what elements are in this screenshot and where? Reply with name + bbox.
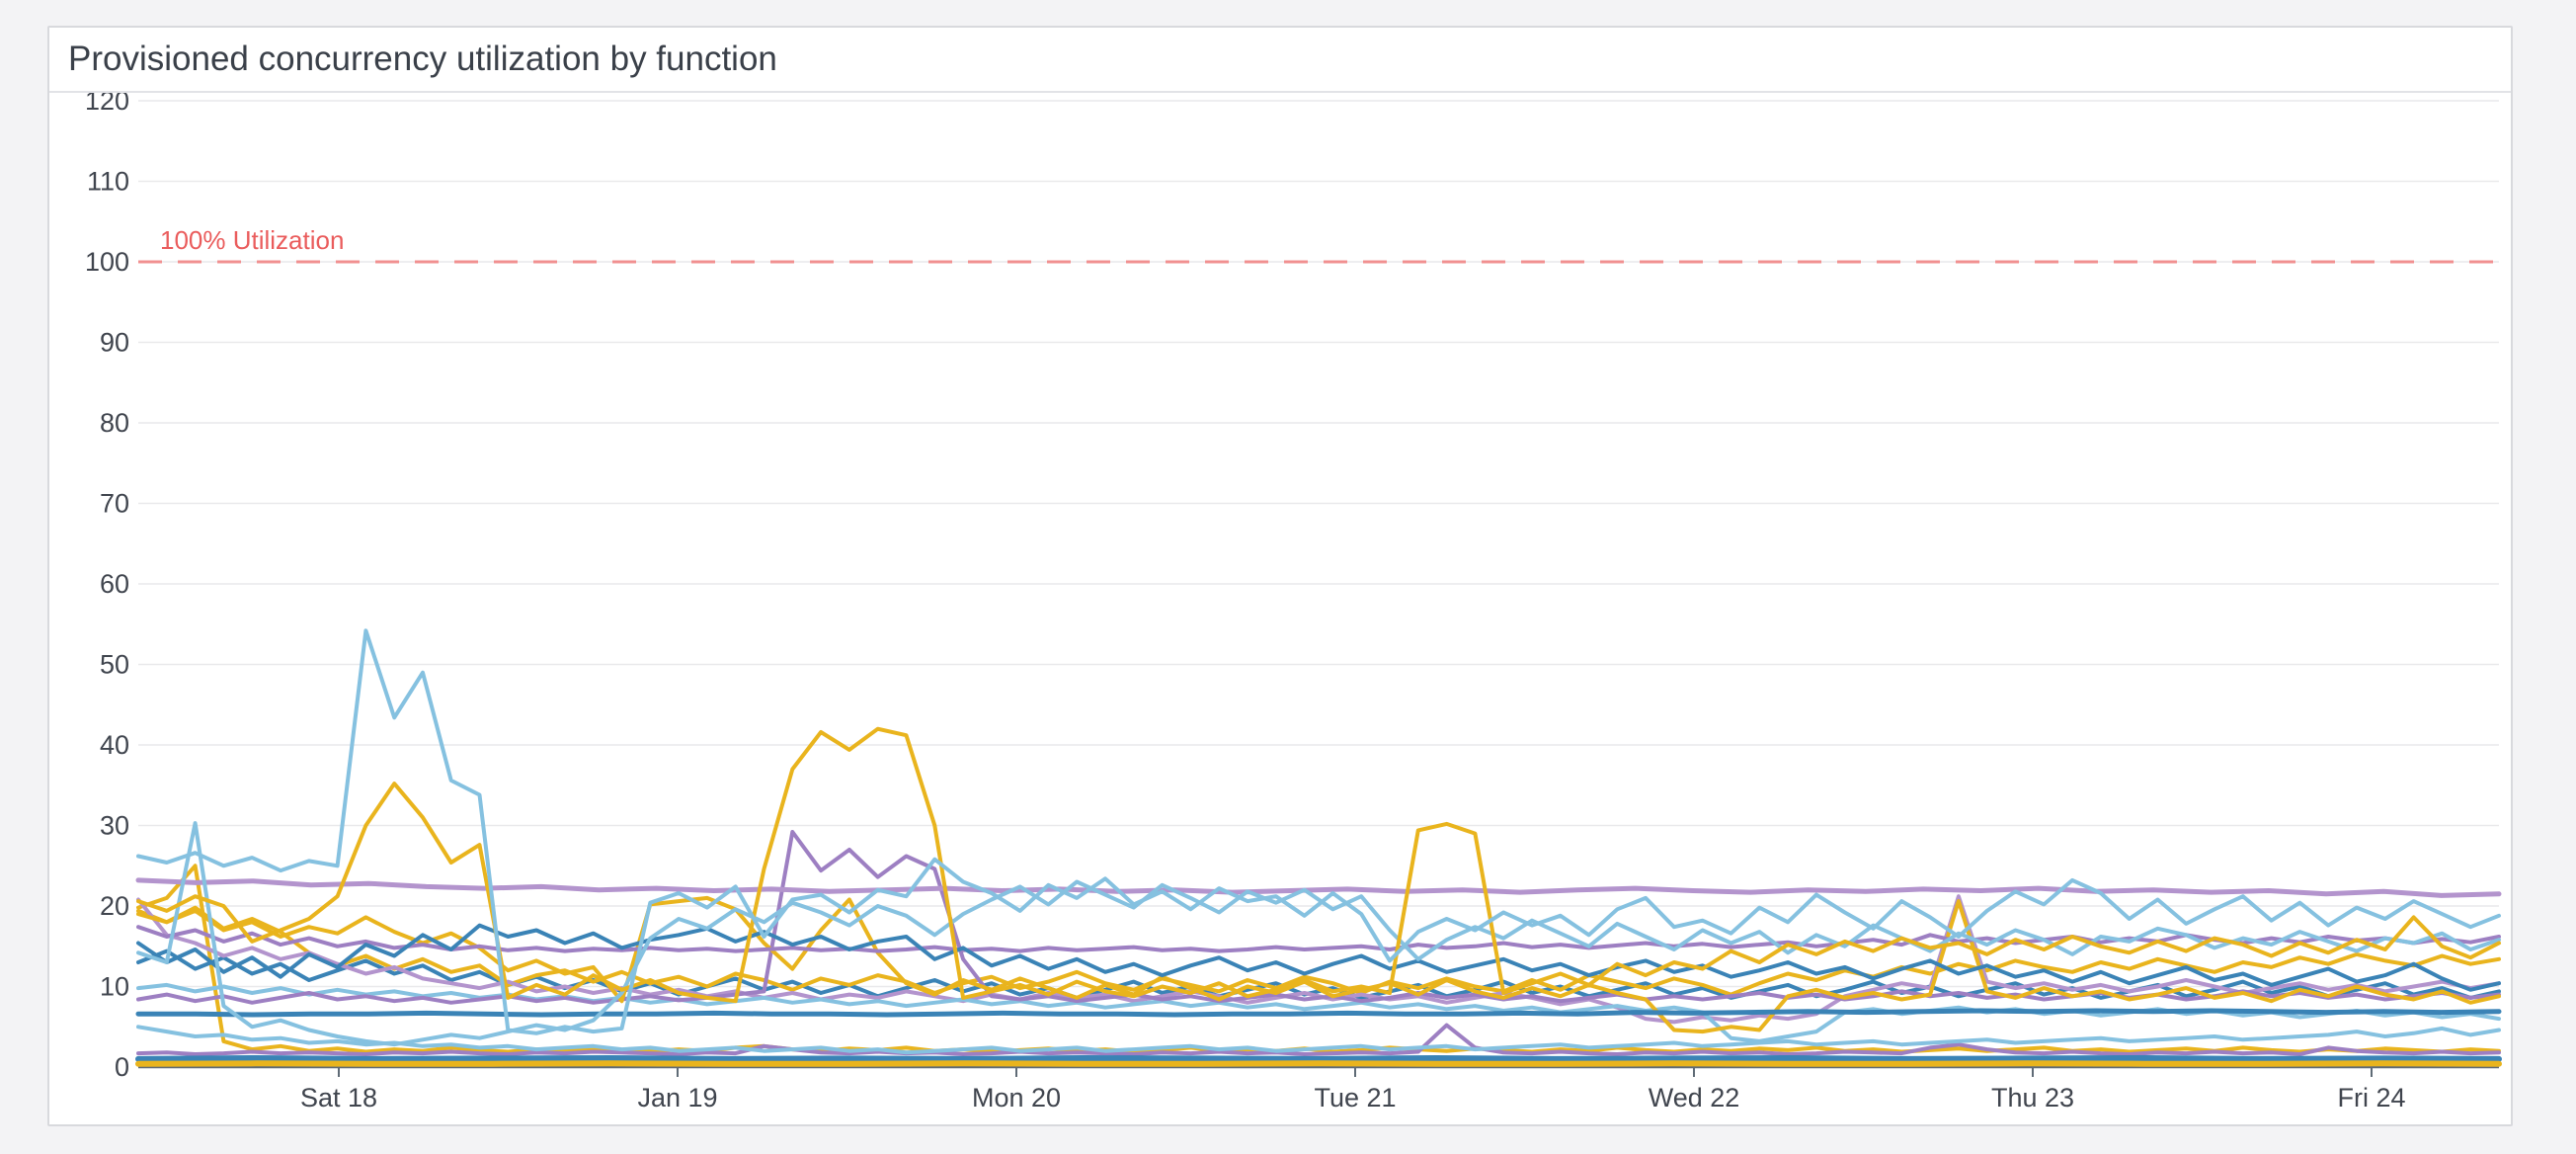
y-tick-label: 40 bbox=[100, 730, 129, 760]
series-line-fn-blue-low bbox=[135, 1055, 2502, 1062]
series-line-fn-purple-low bbox=[136, 1023, 2501, 1056]
series-line-fn-lightpurple-steady bbox=[135, 877, 2502, 898]
x-tick-label: Thu 23 bbox=[1991, 1083, 2074, 1113]
series-line-fn-lightblue-1 bbox=[136, 628, 2501, 1035]
chart-widget: Provisioned concurrency utilization by f… bbox=[47, 26, 2513, 1126]
series-line-fn-blue-flat bbox=[135, 1008, 2502, 1018]
series-line-fn-blue-1 bbox=[136, 923, 2501, 992]
y-tick-label: 70 bbox=[100, 489, 129, 519]
x-tick-label: Jan 19 bbox=[637, 1083, 717, 1113]
y-tick-label: 80 bbox=[100, 408, 129, 438]
y-tick-label: 50 bbox=[100, 650, 129, 680]
x-tick-label: Wed 22 bbox=[1649, 1083, 1740, 1113]
y-tick-label: 100 bbox=[85, 247, 129, 277]
chart-area: 0 10 20 30 40 50 60 70 80 90 100 110 120 Sat 18 Jan 19… bbox=[49, 93, 2511, 1124]
utilization-chart[interactable]: 0 10 20 30 40 50 60 70 80 90 100 110 120 Sat 18 Jan 19… bbox=[49, 93, 2511, 1124]
y-tick-label: 20 bbox=[100, 891, 129, 921]
series-line-fn-purple-2 bbox=[136, 925, 2501, 953]
y-tick-label: 120 bbox=[85, 93, 129, 116]
page-title: Provisioned concurrency utilization by f… bbox=[49, 28, 2511, 93]
series-line-fn-lightblue-4 bbox=[136, 821, 2501, 1047]
y-tick-label: 110 bbox=[87, 167, 129, 197]
y-tick-label: 30 bbox=[100, 811, 129, 841]
series-line-fn-gold-2 bbox=[136, 905, 2501, 997]
x-tick-label: Fri 24 bbox=[2337, 1083, 2405, 1113]
series-line-fn-lightblue-3 bbox=[136, 1025, 2501, 1055]
x-tick-label: Tue 21 bbox=[1314, 1083, 1396, 1113]
annotation-label: 100% Utilization bbox=[160, 225, 344, 255]
series-line-fn-gold-1 bbox=[136, 726, 2501, 1004]
y-tick-label: 0 bbox=[115, 1052, 129, 1082]
x-tick-label: Mon 20 bbox=[972, 1083, 1061, 1113]
series-line-fn-gold-3 bbox=[136, 895, 2501, 1034]
x-tick-label: Sat 18 bbox=[300, 1083, 377, 1113]
y-tick-label: 90 bbox=[100, 328, 129, 358]
y-tick-label: 60 bbox=[100, 569, 129, 599]
y-tick-label: 10 bbox=[100, 972, 129, 1002]
